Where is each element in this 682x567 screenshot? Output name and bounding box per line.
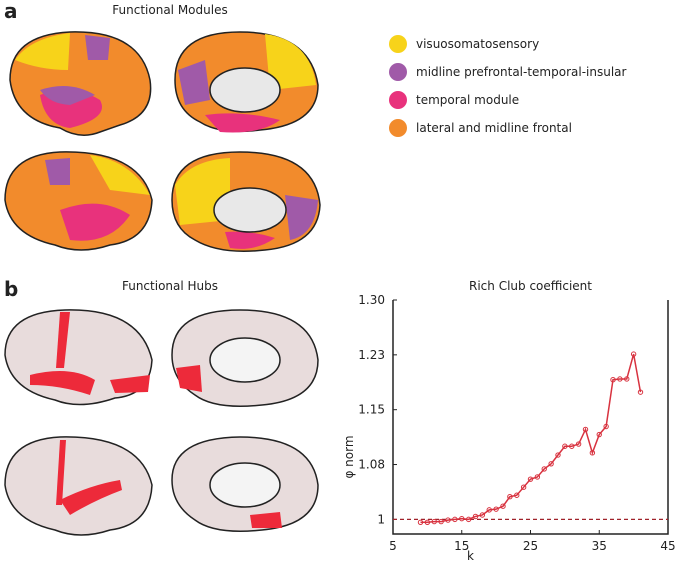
data-point (541, 466, 547, 472)
data-point (479, 512, 486, 518)
panel-title: Functional Modules (112, 3, 227, 17)
data-point (459, 515, 465, 522)
brain-illustrations (4, 31, 321, 536)
x-tick-label: 15 (454, 539, 469, 553)
data-point (603, 423, 609, 430)
x-tick-label: 45 (660, 539, 675, 553)
data-point (624, 376, 630, 382)
x-tick-label: 25 (523, 539, 538, 553)
data-point (534, 474, 541, 480)
data-point (431, 518, 437, 525)
y-tick-label: 1.30 (358, 293, 385, 307)
data-point (610, 377, 616, 383)
data-point (555, 452, 561, 458)
data-point (630, 351, 637, 357)
legend-label: lateral and midline frontal (416, 121, 572, 135)
data-point (589, 450, 596, 456)
legend-label: midline prefrontal-temporal-insular (416, 65, 627, 79)
data-point (486, 507, 492, 513)
legend-label: temporal module (416, 93, 519, 107)
y-axis-label: φ norm (342, 435, 356, 478)
data-point (500, 503, 506, 509)
panel-label: a (4, 0, 18, 23)
data-point (507, 494, 513, 500)
data-point (438, 518, 444, 525)
data-point (569, 443, 575, 449)
data-point (493, 506, 499, 512)
axes (392, 300, 669, 535)
y-tick-label: 1.15 (358, 403, 385, 417)
legend-swatch (389, 63, 407, 81)
data-point (514, 492, 520, 498)
y-tick-label: 1 (377, 512, 385, 526)
data-point (637, 389, 644, 395)
data-line (420, 353, 642, 524)
y-tick-label: 1.08 (358, 458, 385, 472)
data-point (617, 376, 623, 382)
data-point (575, 441, 582, 447)
data-point (417, 519, 424, 525)
data-point (596, 431, 602, 438)
data-point (452, 516, 458, 523)
x-tick-label: 35 (592, 539, 607, 553)
panel-title: Functional Hubs (122, 279, 218, 293)
x-tick-label: 5 (389, 539, 397, 553)
data-point (445, 517, 451, 523)
legend-swatch (389, 35, 407, 53)
data-point (548, 461, 554, 467)
data-point (424, 519, 431, 525)
legend-label: visuosomatosensory (416, 37, 539, 51)
data-point (472, 513, 479, 520)
x-axis-label: k (467, 549, 474, 563)
legend-swatch (389, 119, 407, 137)
data-point (582, 426, 589, 433)
panel-label: b (4, 277, 18, 301)
data-point (465, 516, 472, 523)
data-point (520, 484, 527, 490)
legend-swatch (389, 91, 407, 109)
data-point (527, 476, 534, 482)
data-point (562, 443, 568, 449)
chart-title: Rich Club coefficient (469, 279, 592, 293)
y-tick-label: 1.23 (358, 348, 385, 362)
